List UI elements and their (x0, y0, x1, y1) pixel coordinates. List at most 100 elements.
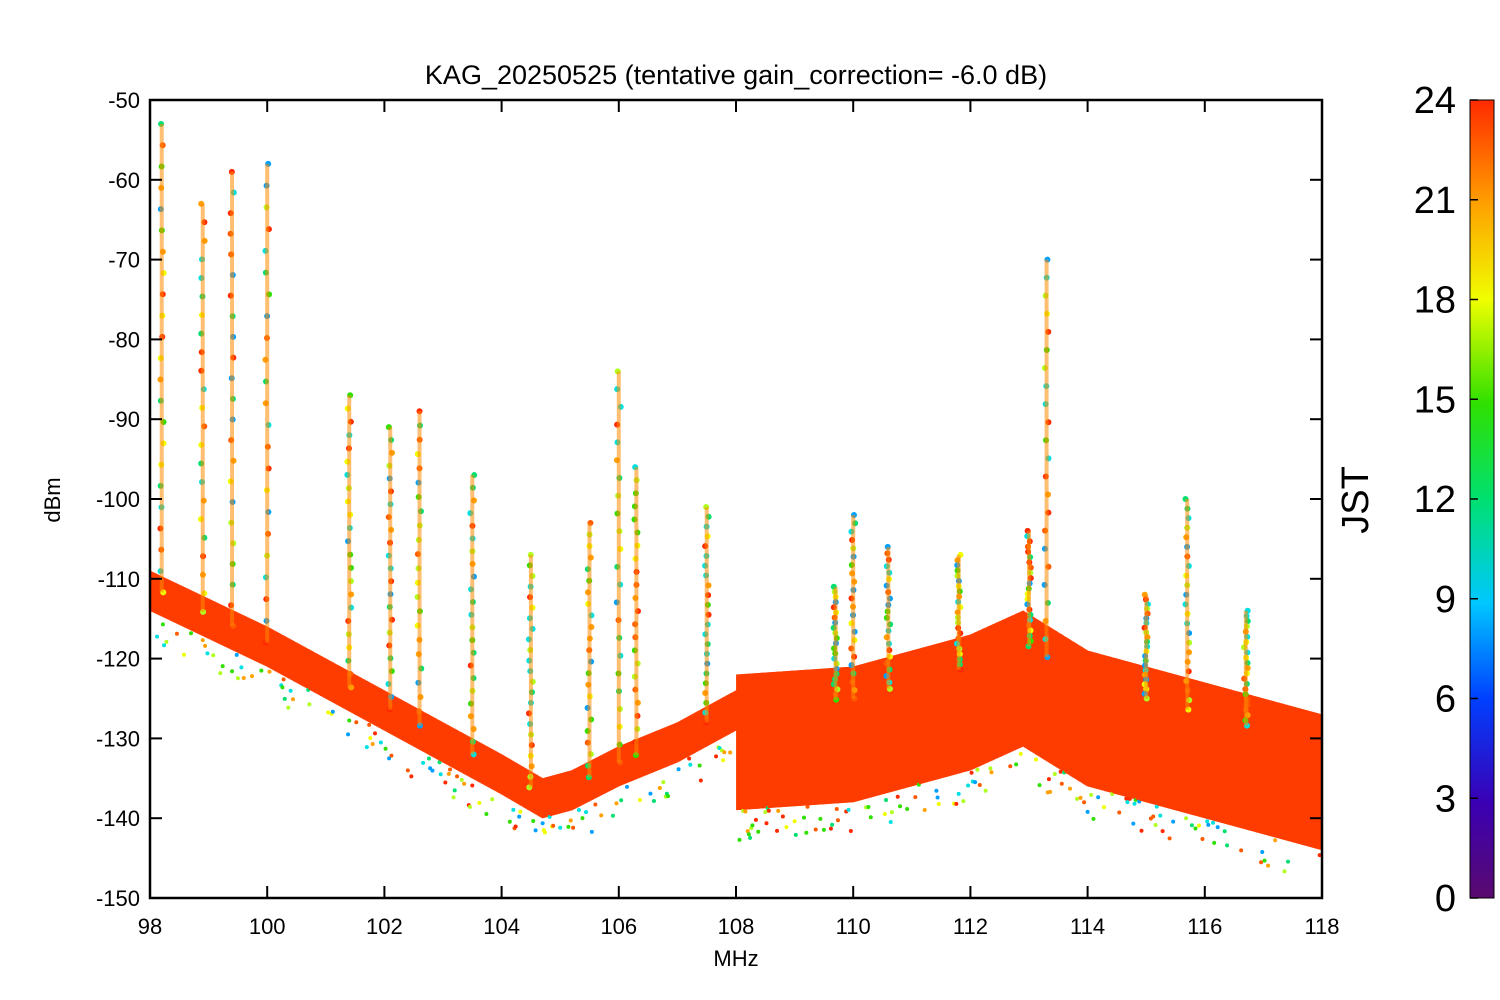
scatter-point (241, 676, 246, 681)
scatter-point (1225, 843, 1230, 848)
scatter-point (1131, 821, 1136, 826)
scatter-point (756, 829, 761, 834)
scatter-point (766, 808, 771, 813)
scatter-point (542, 830, 547, 835)
scatter-point (956, 791, 961, 796)
x-tick-label: 98 (138, 914, 162, 939)
scatter-point (1082, 800, 1087, 805)
scatter-point (1058, 769, 1063, 774)
scatter-point (438, 772, 443, 777)
scatter-point (513, 824, 518, 829)
scatter-point (1037, 783, 1042, 788)
scatter-point (1262, 858, 1267, 863)
y-axis-label: dBm (40, 477, 65, 522)
scatter-point (1193, 826, 1198, 831)
scatter-point (657, 786, 662, 791)
scatter-point (988, 766, 993, 771)
scatter-point (1125, 800, 1130, 805)
scatter-point (484, 812, 489, 817)
scatter-point (868, 815, 873, 820)
scatter-point (848, 828, 853, 833)
scatter-point (426, 756, 431, 761)
scatter-point (1048, 789, 1053, 794)
colorbar-tick-label: 21 (1414, 180, 1456, 222)
scatter-point (452, 788, 457, 793)
scatter-point (676, 767, 681, 772)
scatter-point (1160, 829, 1165, 834)
scatter-point (625, 784, 630, 789)
scatter-point (1059, 781, 1064, 786)
scatter-point (220, 664, 225, 669)
scatter-point (1196, 823, 1201, 828)
scatter-point (728, 750, 733, 755)
scatter-point (651, 798, 656, 803)
scatter-point (1260, 849, 1265, 854)
scatter-point (737, 837, 742, 842)
x-tick-label: 116 (1187, 914, 1222, 939)
scatter-point (792, 819, 797, 824)
scatter-point (1158, 813, 1163, 818)
scatter-point (610, 813, 615, 818)
colorbar-tick-label: 6 (1435, 679, 1456, 721)
scatter-point (846, 807, 851, 812)
scatter-point (1018, 751, 1023, 756)
scatter-point (637, 798, 642, 803)
scatter-point (1089, 792, 1094, 797)
x-tick-label: 108 (718, 914, 755, 939)
scatter-point (898, 804, 903, 809)
scatter-point (835, 818, 840, 823)
scatter-point (307, 702, 312, 707)
scatter-point (234, 652, 239, 657)
scatter-point (834, 807, 839, 812)
scatter-point (743, 809, 748, 814)
scatter-point (934, 788, 939, 793)
scatter-point (614, 801, 619, 806)
colorbar-label: JST (1335, 466, 1377, 534)
data-marks (150, 120, 1322, 874)
scatter-point (801, 815, 806, 820)
scatter-point (181, 652, 186, 657)
scatter-point (793, 832, 798, 837)
scatter-point (1205, 819, 1210, 824)
scatter-point (405, 768, 410, 773)
scatter-point (813, 827, 818, 832)
colorbar-tick-label: 24 (1414, 80, 1456, 122)
scatter-point (954, 801, 959, 806)
scatter-point (1151, 814, 1156, 819)
scatter-point (1167, 836, 1172, 841)
scatter-point (1132, 801, 1137, 806)
scatter-point (443, 780, 448, 785)
scatter-point (1184, 816, 1189, 821)
scatter-point (205, 651, 210, 656)
scatter-point (249, 674, 254, 679)
scatter-point (1117, 810, 1122, 815)
scatter-point (267, 669, 272, 674)
scatter-point (776, 808, 781, 813)
y-tick-label: -60 (108, 168, 140, 193)
scatter-point (780, 814, 785, 819)
scatter-point (511, 807, 516, 812)
scatter-point (174, 631, 179, 636)
scatter-point (1102, 805, 1107, 810)
scatter-point (599, 813, 604, 818)
scatter-point (805, 804, 810, 809)
scatter-point (477, 800, 482, 805)
y-tick-label: -50 (108, 88, 140, 113)
scatter-point (347, 718, 352, 723)
scatter-point (540, 821, 545, 826)
scatter-point (1286, 859, 1291, 864)
scatter-point (189, 631, 194, 636)
scatter-point (459, 777, 464, 782)
scatter-point (455, 774, 460, 779)
y-tick-label: -130 (96, 726, 140, 751)
scatter-point (661, 780, 666, 785)
scatter-point (364, 745, 369, 750)
x-tick-label: 112 (953, 914, 988, 939)
scatter-point (164, 639, 169, 644)
colorbar-ticks: 0 3 6 9 12 15 18 21 24 (1414, 80, 1478, 920)
scatter-point (969, 770, 974, 775)
scatter-point (1034, 757, 1039, 762)
scatter-point (1189, 823, 1194, 828)
scatter-point (533, 828, 538, 833)
